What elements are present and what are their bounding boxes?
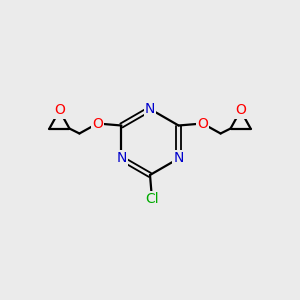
Text: O: O [235,103,246,118]
Text: N: N [173,152,184,166]
Text: O: O [54,103,65,118]
Text: O: O [197,116,208,130]
Text: O: O [92,116,103,130]
Text: N: N [145,102,155,116]
Text: N: N [116,152,127,166]
Text: Cl: Cl [145,192,159,206]
